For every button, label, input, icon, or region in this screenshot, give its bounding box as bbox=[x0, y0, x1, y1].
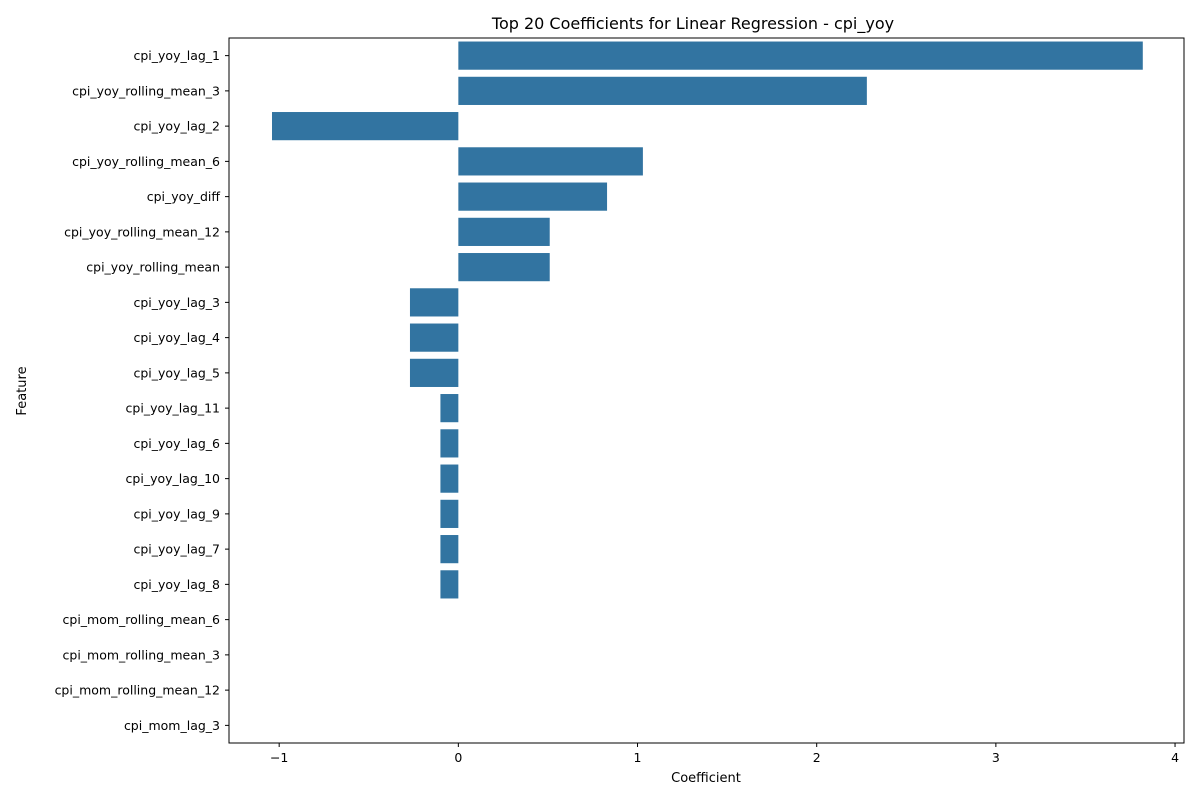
bar-cpi_yoy_lag_7 bbox=[440, 535, 459, 564]
x-axis-ticks: −1 0 1 2 3 4 bbox=[270, 743, 1179, 765]
bar-cpi_yoy_lag_1 bbox=[458, 41, 1143, 70]
y-tick-label: cpi_yoy_lag_10 bbox=[126, 471, 220, 486]
y-tick-label: cpi_yoy_lag_7 bbox=[134, 542, 221, 557]
bar-cpi_yoy_lag_8 bbox=[440, 570, 459, 599]
bar-cpi_yoy_rolling_mean_6 bbox=[458, 147, 643, 176]
bar-cpi_yoy_lag_5 bbox=[409, 358, 459, 387]
bar-cpi_yoy_lag_10 bbox=[440, 464, 459, 493]
bar-cpi_yoy_lag_2 bbox=[272, 112, 459, 141]
x-tick-label: 3 bbox=[992, 750, 1000, 765]
bar-cpi_yoy_lag_11 bbox=[440, 394, 459, 423]
plot-frame bbox=[228, 37, 1185, 744]
y-tick-label: cpi_yoy_lag_9 bbox=[134, 506, 221, 521]
y-tick-label: cpi_yoy_lag_5 bbox=[134, 365, 221, 380]
bar-cpi_yoy_rolling_mean_12 bbox=[458, 217, 550, 246]
chart-title: Top 20 Coefficients for Linear Regressio… bbox=[491, 14, 894, 34]
y-axis-ticks: cpi_yoy_lag_1 cpi_yoy_rolling_mean_3 cpi_y… bbox=[55, 48, 229, 733]
y-tick-label: cpi_mom_rolling_mean_12 bbox=[55, 683, 220, 698]
bar-cpi_yoy_lag_6 bbox=[440, 429, 459, 458]
y-tick-label: cpi_mom_rolling_mean_3 bbox=[63, 647, 220, 662]
y-tick-label: cpi_yoy_rolling_mean_12 bbox=[64, 224, 220, 239]
y-tick-label: cpi_yoy_diff bbox=[147, 189, 221, 204]
x-tick-label: 2 bbox=[813, 750, 821, 765]
y-tick-label: cpi_yoy_lag_2 bbox=[134, 119, 221, 134]
bar-cpi_yoy_rolling_mean_3 bbox=[458, 76, 867, 105]
y-tick-label: cpi_yoy_lag_6 bbox=[134, 436, 221, 451]
y-tick-label: cpi_yoy_lag_1 bbox=[134, 48, 221, 63]
x-tick-label: 1 bbox=[634, 750, 642, 765]
y-tick-label: cpi_yoy_rolling_mean_3 bbox=[72, 83, 220, 98]
x-tick-label: −1 bbox=[270, 750, 288, 765]
x-tick-label: 4 bbox=[1171, 750, 1179, 765]
x-tick-label: 0 bbox=[454, 750, 462, 765]
y-tick-label: cpi_yoy_lag_11 bbox=[126, 401, 220, 416]
bar-cpi_yoy_diff bbox=[458, 182, 608, 211]
y-tick-label: cpi_yoy_lag_3 bbox=[134, 295, 221, 310]
bars-group bbox=[272, 41, 1143, 599]
y-tick-label: cpi_yoy_rolling_mean bbox=[86, 260, 220, 275]
y-tick-label: cpi_yoy_lag_4 bbox=[134, 330, 221, 345]
bar-cpi_yoy_lag_9 bbox=[440, 499, 459, 528]
y-tick-label: cpi_mom_rolling_mean_6 bbox=[63, 612, 221, 627]
bar-cpi_yoy_lag_4 bbox=[409, 323, 459, 352]
y-tick-label: cpi_mom_lag_3 bbox=[124, 718, 220, 733]
bar-cpi_yoy_lag_3 bbox=[409, 288, 459, 317]
y-tick-label: cpi_yoy_rolling_mean_6 bbox=[72, 154, 220, 169]
y-axis-label: Feature bbox=[15, 366, 30, 415]
bar-cpi_yoy_rolling_mean bbox=[458, 253, 550, 282]
y-tick-label: cpi_yoy_lag_8 bbox=[134, 577, 221, 592]
x-axis-label: Coefficient bbox=[671, 771, 741, 786]
